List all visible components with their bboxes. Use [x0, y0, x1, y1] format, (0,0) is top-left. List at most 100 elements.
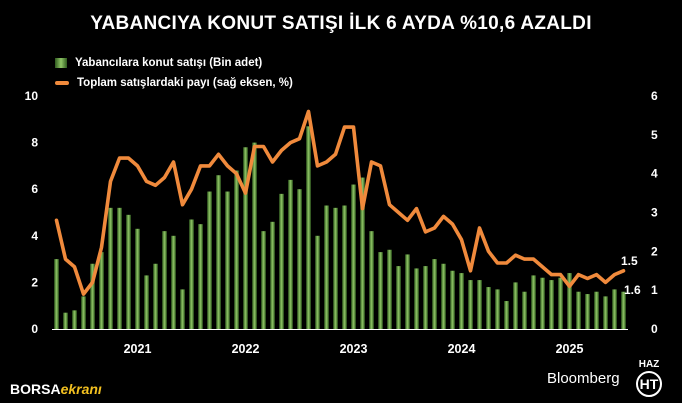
- bar: [153, 263, 158, 329]
- bar: [414, 268, 419, 329]
- bar: [486, 287, 491, 329]
- y-right-tick-label: 1: [651, 283, 658, 297]
- bar: [423, 266, 428, 329]
- bar: [387, 249, 392, 329]
- bar: [504, 301, 509, 329]
- bar: [135, 228, 140, 329]
- source-label: Bloomberg: [547, 370, 620, 387]
- x-tick-label: 2021: [124, 342, 152, 356]
- bar: [567, 273, 572, 329]
- bar: [585, 294, 590, 329]
- bar-series: [54, 126, 626, 329]
- y-right-tick-label: 0: [651, 322, 658, 336]
- bar: [594, 291, 599, 329]
- bar: [324, 205, 329, 329]
- y-right-tick-label: 4: [651, 167, 658, 181]
- bar: [306, 126, 311, 329]
- bar: [126, 214, 131, 329]
- bar: [234, 170, 239, 329]
- bar: [576, 291, 581, 329]
- y-left-tick-label: 2: [31, 275, 38, 289]
- haz-label: HAZ: [638, 359, 660, 370]
- y-left-tick-label: 4: [31, 229, 38, 243]
- bar: [396, 266, 401, 329]
- legend-item-line: Toplam satışlardaki payı (sağ eksen, %): [55, 77, 293, 89]
- legend-item-bars: Yabancılara konut satışı (Bin adet): [55, 57, 262, 69]
- bar: [540, 277, 545, 329]
- bar: [117, 207, 122, 329]
- bar: [603, 296, 608, 329]
- brand-logo: BORSAekranı: [10, 381, 102, 397]
- bar: [549, 280, 554, 329]
- bar: [432, 259, 437, 329]
- chart-title: YABANCIYA KONUT SATIŞI İLK 6 AYDA %10,6 …: [90, 13, 592, 34]
- annotation-line-last: 1.5: [621, 254, 638, 268]
- bar: [450, 270, 455, 329]
- x-tick-label: 2022: [232, 342, 260, 356]
- y-right-tick-label: 5: [651, 128, 658, 142]
- x-tick-label: 2023: [340, 342, 368, 356]
- bar: [405, 254, 410, 329]
- legend-swatch-bar: [55, 57, 67, 68]
- y-left-tick-label: 10: [25, 89, 39, 103]
- bar: [531, 275, 536, 329]
- bar: [288, 179, 293, 329]
- y-left-tick-label: 0: [31, 322, 38, 336]
- bar: [171, 235, 176, 329]
- bar: [351, 184, 356, 329]
- bar: [477, 280, 482, 329]
- y-right-tick-label: 2: [651, 244, 658, 258]
- bar: [522, 291, 527, 329]
- line-share: [54, 109, 626, 296]
- bar: [90, 263, 95, 329]
- y-left-tick-label: 6: [31, 182, 38, 196]
- bar: [279, 193, 284, 329]
- legend-swatch-line: [55, 80, 69, 85]
- bar: [99, 252, 104, 329]
- legend-label-line: Toplam satışlardaki payı (sağ eksen, %): [77, 77, 293, 89]
- bar: [441, 263, 446, 329]
- bar: [459, 273, 464, 329]
- bar: [612, 289, 617, 329]
- bar: [189, 219, 194, 329]
- bar: [333, 207, 338, 329]
- bar: [621, 291, 626, 329]
- bar: [297, 189, 302, 329]
- bar: [216, 175, 221, 329]
- bar: [72, 310, 77, 329]
- bar: [54, 259, 59, 329]
- bar: [495, 289, 500, 329]
- bar: [243, 147, 248, 329]
- brand-part1: BORSA: [10, 381, 61, 397]
- bar: [180, 289, 185, 329]
- bar: [261, 231, 266, 329]
- bar: [225, 191, 230, 329]
- legend-label-bars: Yabancılara konut satışı (Bin adet): [75, 57, 263, 69]
- bar: [270, 221, 275, 329]
- bar: [63, 312, 68, 329]
- annotation-bar-last: 1.6: [624, 283, 641, 297]
- line-series: [54, 109, 626, 296]
- bar: [360, 177, 365, 329]
- y-right-tick-label: 3: [651, 206, 658, 220]
- bar: [315, 235, 320, 329]
- ht-logo-icon: HT: [636, 371, 662, 397]
- y-right-tick-label: 6: [651, 89, 658, 103]
- bar: [108, 207, 113, 329]
- bar: [378, 252, 383, 329]
- bar: [558, 277, 563, 329]
- haz-logo: HAZ HT: [634, 359, 664, 397]
- bar: [513, 282, 518, 329]
- bar: [162, 231, 167, 329]
- axes: 0 2 4 6 8 10 0 1 2 3 4 5 6 2021 2022 2023 2024 2025 1.5 1.6: [25, 89, 658, 356]
- bar: [198, 224, 203, 329]
- x-tick-label: 2024: [448, 342, 476, 356]
- bar: [144, 275, 149, 329]
- bar: [369, 231, 374, 329]
- bar: [81, 296, 86, 329]
- bar: [207, 191, 212, 329]
- x-tick-label: 2025: [556, 342, 584, 356]
- y-left-tick-label: 8: [31, 136, 38, 150]
- bar: [468, 280, 473, 329]
